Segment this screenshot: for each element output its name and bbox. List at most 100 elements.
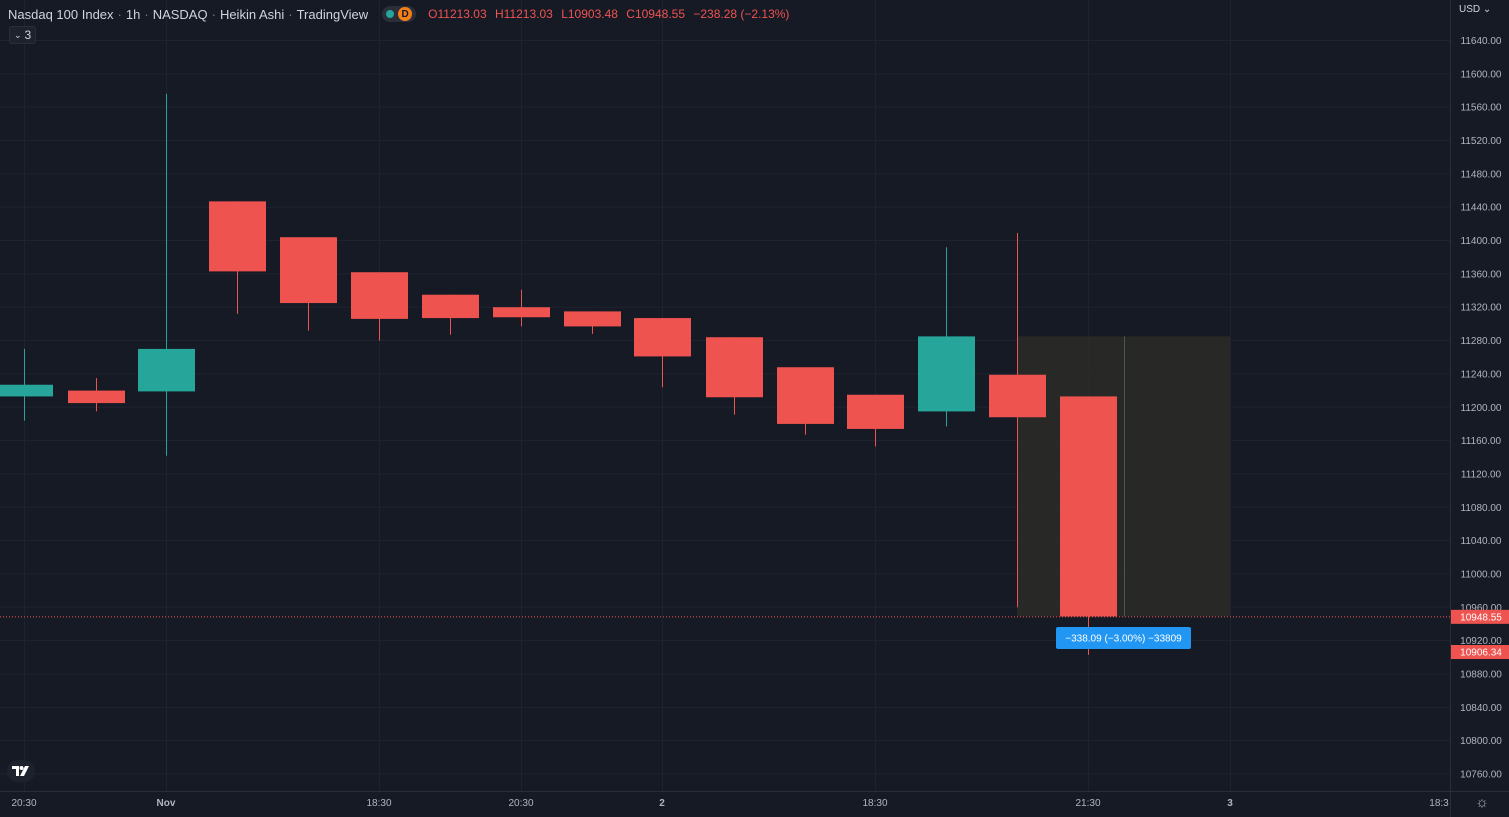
candle [634,318,691,388]
price-axis-label: 11000.00 [1461,569,1502,580]
candle [0,348,53,421]
candle-body [564,311,621,327]
candle [1060,396,1117,655]
market-open-dot-icon [386,10,395,18]
price-axis-label: 11560.00 [1461,103,1502,114]
currency-label: USD [1459,4,1481,15]
ohlc-open-key: O [428,7,438,21]
candles [0,93,1117,655]
currency-selector[interactable]: USD ⌄ [1459,4,1491,15]
last-price-tag: 10948.55 [1451,609,1509,624]
candle [777,367,834,435]
price-axis-label: 11400.00 [1461,236,1502,247]
ohlc-close-key: C [626,7,635,21]
candle [351,272,408,341]
price-axis[interactable]: 11640.00 11600.00 11560.00 11520.00 11480.00… [1460,36,1502,781]
candle [493,289,550,327]
time-axis-label: 18:3 [1429,798,1449,809]
price-axis-label: 11160.00 [1461,436,1502,447]
time-axis-label: 3 [1227,798,1233,809]
time-axis-label: Nov [157,798,176,809]
price-axis-label: 11320.00 [1461,303,1502,314]
price-axis-label: 11600.00 [1461,69,1502,80]
time-axis-label: 21:30 [1075,798,1100,809]
time-axis[interactable]: 20:30 Nov 18:30 20:30 2 18:30 21:30 3 18:3 [11,798,1449,809]
delayed-data-badge[interactable]: D [398,7,413,21]
measure-label-text: −338.09 (−3.00%) −33809 [1065,634,1182,645]
candle-body [989,374,1046,418]
market-status-pill[interactable]: D [382,6,417,22]
candle [422,294,479,335]
candle-body [351,272,408,319]
settings-gear-icon[interactable]: ☼ [1475,794,1489,811]
candle-body [634,318,691,357]
candle-body [1060,396,1117,617]
price-axis-label: 11080.00 [1461,503,1502,514]
cursor-price-tag-bg [1451,645,1509,660]
indicators-collapse-button[interactable]: ⌄ 3 [9,26,37,44]
price-axis-label: 11520.00 [1461,136,1502,147]
interval-label[interactable]: 1h [125,6,141,22]
time-axis-label: 18:30 [366,798,391,809]
price-axis-label: 11280.00 [1461,336,1502,347]
candle [706,337,763,415]
price-axis-label: 11640.00 [1461,36,1502,47]
price-axis-label: 11240.00 [1461,369,1502,380]
candle-body [777,367,834,424]
candle [138,93,195,456]
candle [68,378,125,412]
candle [847,394,904,447]
provider-label: TradingView [296,6,369,22]
price-axis-label: 11480.00 [1461,169,1502,180]
candle-body [138,348,195,392]
symbol-name[interactable]: Nasdaq 100 Index [8,6,114,22]
price-axis-label: 11200.00 [1461,403,1502,414]
time-axis-label: 18:30 [862,798,887,809]
tradingview-logo-icon[interactable] [7,760,35,782]
candle-body [918,336,975,412]
candle [989,233,1046,608]
price-axis-label: 10960.00 [1460,603,1502,614]
candle-body [847,394,904,429]
candle-body [68,390,125,404]
price-tags: 10948.55 10906.34 [1451,609,1509,660]
price-axis-label: 11040.00 [1461,536,1502,547]
candle-body [0,384,53,397]
price-axis-label: 10800.00 [1460,736,1502,747]
measure-range-box[interactable] [1017,336,1230,617]
measure-label: −338.09 (−3.00%) −33809 [1056,627,1191,649]
price-axis-label: 11360.00 [1461,269,1502,280]
time-axis-label: 2 [659,798,665,809]
chevron-down-icon: ⌄ [1480,4,1492,15]
chevron-down-icon: ⌄ [14,29,22,40]
time-axis-label: 20:30 [11,798,36,809]
candle-body [493,307,550,318]
ohlc-high-key: H [495,7,504,21]
ohlc-low-key: L [561,7,568,21]
chart-style-label: Heikin Ashi [219,6,285,22]
ohlc-change: −238.28 (−2.13%) [693,7,790,21]
price-axis-label: 10760.00 [1460,770,1502,781]
ohlc-low: 10903.48 [567,7,618,21]
tv-logo-mark [12,766,29,776]
price-axis-label: 11440.00 [1461,203,1502,214]
candle-body [280,237,337,304]
price-axis-label: 10880.00 [1460,669,1502,680]
candle [564,311,621,334]
price-axis-label: 10840.00 [1460,703,1502,714]
candle [209,201,266,314]
candle-body [706,337,763,398]
exchange-label: NASDAQ [152,6,208,22]
last-price-tag-bg [1451,609,1509,624]
symbol-legend[interactable]: Nasdaq 100 Index · 1h · NASDAQ · Heikin Ash… [8,5,794,23]
ohlc-values: O11213.03 H11213.03 L10903.48 C10948.55 … [428,7,794,21]
cursor-price-tag-text: 10906.34 [1460,648,1502,659]
cursor-price-tag: 10906.34 [1451,645,1509,660]
ohlc-open: 11213.03 [437,7,487,21]
candle [918,247,975,427]
candle-body [422,294,479,319]
indicators-count: 3 [24,28,32,42]
price-axis-label: 11120.00 [1461,469,1502,480]
